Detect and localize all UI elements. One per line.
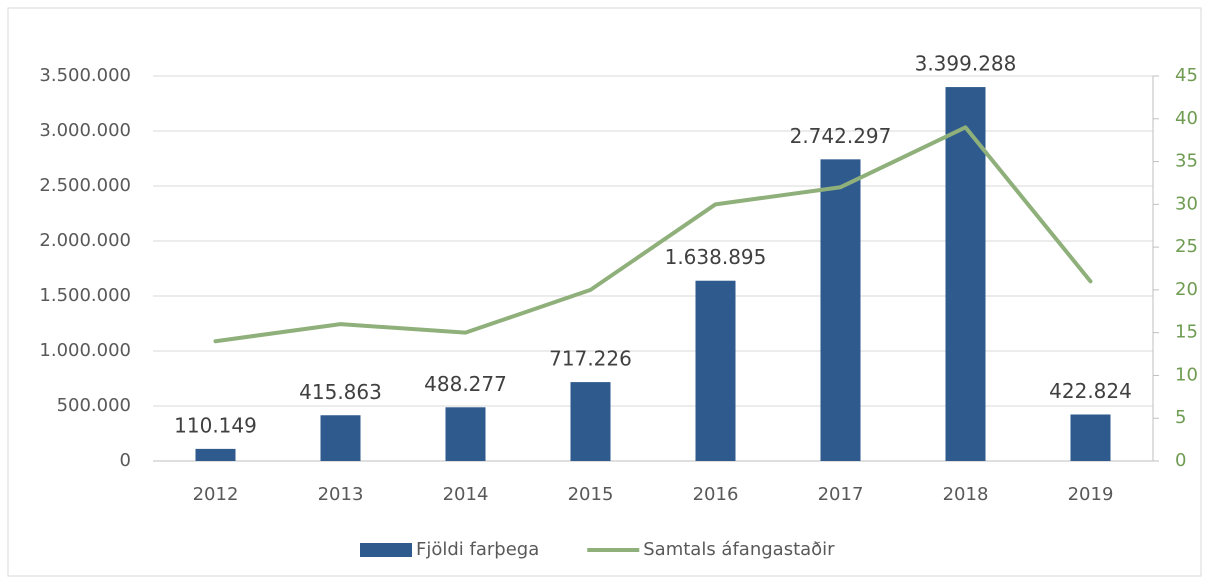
x-tick-label: 2016 [693, 484, 739, 505]
y2-tick-label: 45 [1175, 65, 1198, 86]
y-tick-label: 500.000 [57, 395, 131, 416]
data-label: 3.399.288 [915, 52, 1017, 76]
bar [570, 382, 611, 461]
y-tick-label: 3.500.000 [39, 65, 131, 86]
data-label: 415.863 [299, 380, 382, 404]
data-label: 717.226 [549, 347, 632, 371]
y-tick-label: 2.500.000 [39, 175, 131, 196]
x-tick-label: 2014 [443, 484, 489, 505]
legend-label: Fjöldi farþega [416, 539, 539, 560]
x-tick-label: 2019 [1068, 484, 1114, 505]
bar [1070, 414, 1111, 461]
bar [320, 415, 361, 461]
y-tick-label: 3.000.000 [39, 120, 131, 141]
y-tick-label: 1.500.000 [39, 285, 131, 306]
y2-tick-label: 15 [1175, 322, 1198, 343]
bar [195, 448, 236, 461]
y-tick-label: 2.000.000 [39, 230, 131, 251]
chart-border [7, 7, 1202, 577]
data-label: 2.742.297 [790, 124, 892, 148]
bar [945, 87, 986, 462]
x-tick-label: 2018 [943, 484, 989, 505]
y2-tick-label: 40 [1175, 108, 1198, 129]
y2-tick-label: 5 [1175, 407, 1186, 428]
line [213, 125, 1093, 344]
x-tick-label: 2012 [193, 484, 239, 505]
y2-tick-label: 0 [1175, 450, 1186, 471]
data-label: 488.277 [424, 372, 507, 396]
y2-tick-label: 20 [1175, 279, 1198, 300]
x-tick-label: 2013 [318, 484, 364, 505]
y2-tick-label: 35 [1175, 151, 1198, 172]
data-label: 110.149 [174, 413, 257, 437]
y-tick-label: 0 [120, 450, 131, 471]
x-tick-label: 2015 [568, 484, 614, 505]
x-tick-label: 2017 [818, 484, 864, 505]
bar [695, 280, 736, 461]
data-label: 1.638.895 [665, 245, 767, 269]
y2-tick-label: 25 [1175, 236, 1198, 257]
data-label: 422.824 [1049, 379, 1132, 403]
y-tick-label: 1.000.000 [39, 340, 131, 361]
bar [820, 159, 861, 461]
y2-tick-label: 30 [1175, 193, 1198, 214]
y2-tick-label: 10 [1175, 364, 1198, 385]
legend-label: Samtals áfangastaðir [643, 539, 835, 560]
bar [445, 407, 486, 461]
legend-swatch [360, 543, 412, 557]
